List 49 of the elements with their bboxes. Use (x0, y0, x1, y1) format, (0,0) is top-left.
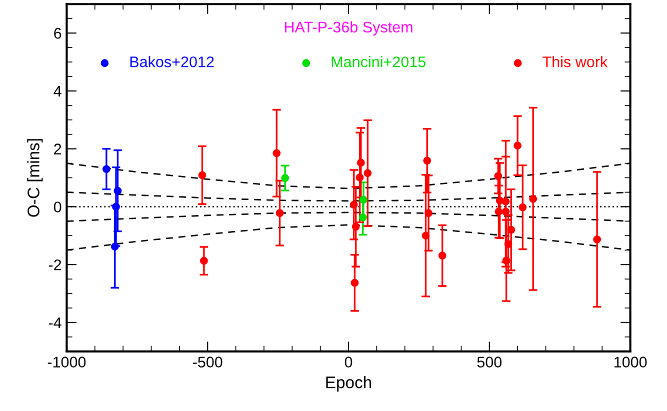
x-tick-label: -500 (192, 356, 222, 368)
point (424, 209, 432, 218)
legend-label: Bakos+2012 (130, 56, 214, 68)
x-tick-label: -1000 (48, 356, 86, 368)
x-axis-title: Epoch (326, 376, 372, 392)
point (494, 208, 503, 216)
point (276, 209, 284, 218)
point (272, 149, 281, 158)
y-tick-label: -4 (48, 317, 62, 328)
point (350, 200, 358, 209)
point (359, 196, 368, 204)
point (423, 156, 432, 165)
point (502, 208, 510, 216)
point (112, 202, 120, 211)
point (358, 213, 367, 222)
y-tick-label: 4 (54, 86, 62, 96)
y-tick-label: -2 (48, 259, 62, 270)
point (114, 186, 122, 195)
y-tick-label: 6 (54, 28, 62, 39)
point (356, 174, 364, 182)
point (352, 222, 360, 231)
point (200, 256, 208, 265)
y-tick-label: 0 (54, 202, 62, 212)
point (504, 240, 512, 248)
point (102, 165, 110, 174)
point (502, 198, 510, 206)
x-tick-label: 500 (477, 356, 502, 368)
point (507, 226, 516, 234)
point (593, 235, 602, 244)
point (502, 256, 510, 264)
point (529, 194, 538, 203)
text: HAT-P-36b System (284, 21, 412, 36)
x-tick-label: 1000 (614, 356, 647, 368)
point (494, 172, 502, 180)
point (110, 242, 119, 251)
y-tick-label: 2 (54, 144, 62, 154)
point (364, 169, 372, 178)
legend-label: This work (542, 56, 608, 68)
x-tick-label: 0 (344, 356, 352, 368)
point (422, 232, 430, 240)
legend-label: Mancini+2015 (332, 56, 426, 68)
point (356, 158, 365, 167)
point (514, 142, 522, 150)
y-axis-title: O-C [mins] (27, 139, 43, 217)
point (281, 174, 290, 182)
point (438, 252, 446, 260)
point (350, 278, 359, 287)
point (518, 203, 527, 212)
point (198, 171, 206, 180)
